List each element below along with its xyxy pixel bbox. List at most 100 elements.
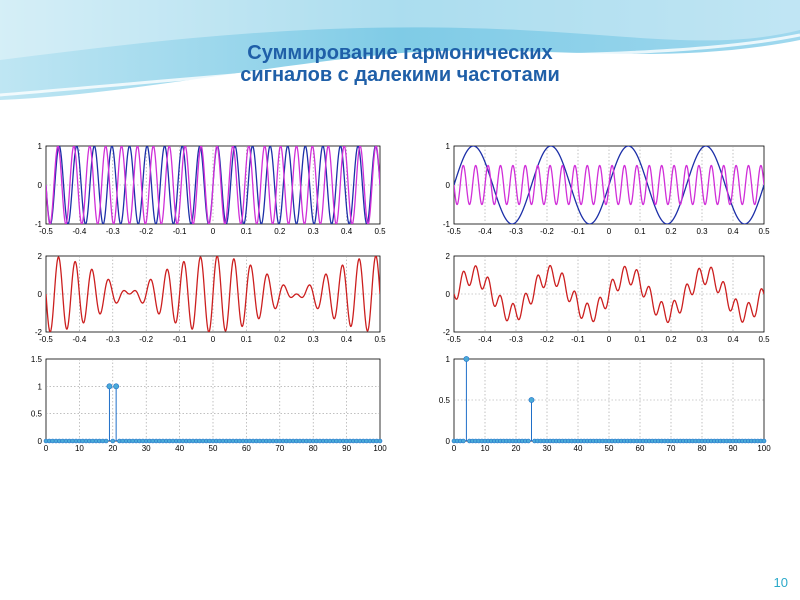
x-tick-label: -0.2	[139, 335, 153, 344]
slide-title: Суммирование гармонических сигналов с да…	[0, 42, 800, 86]
x-tick-label: -0.2	[540, 227, 554, 236]
plot-left-bottom-spectrum: 0 10 20 30 40 50 60 70 80 90 100 0 0.5 1 1.5	[31, 355, 387, 453]
series-line-1	[46, 256, 380, 332]
x-tick-label: -0.4	[73, 227, 87, 236]
y-tick-label: -1	[35, 220, 43, 229]
x-tick-label: 30	[543, 444, 552, 453]
x-tick-label: 0.4	[727, 227, 739, 236]
x-tick-label: 0.1	[241, 227, 253, 236]
series-line-2	[46, 146, 380, 224]
stem-marker	[526, 438, 531, 444]
stem-peak-marker	[528, 397, 535, 403]
y-tick-label: 0	[38, 290, 43, 299]
plot-right-top-harmonics: -0.5 -0.4 -0.3 -0.2 -0.1 0 0.1 0.2 0.3 0.4 0.5 -1 0 1	[443, 142, 770, 236]
x-tick-label: 0.5	[758, 335, 770, 344]
series-line-1	[454, 264, 764, 324]
x-tick-label: 0	[452, 444, 457, 453]
x-tick-label: -0.5	[39, 335, 53, 344]
stem-marker	[110, 438, 116, 444]
y-tick-label: -1	[443, 220, 451, 229]
x-tick-label: 0.3	[308, 335, 320, 344]
x-tick-label: 0	[211, 227, 216, 236]
x-tick-label: -0.1	[571, 335, 585, 344]
x-tick-label: 0.4	[727, 335, 739, 344]
x-tick-label: 80	[309, 444, 318, 453]
x-tick-label: 0.2	[274, 227, 286, 236]
x-tick-label: 100	[373, 444, 387, 453]
x-tick-label: -0.5	[447, 335, 461, 344]
y-tick-label: 1.5	[31, 355, 43, 364]
series-line-2	[454, 164, 764, 206]
y-tick-label: 0	[38, 437, 43, 446]
y-tick-label: 0	[38, 181, 43, 190]
x-tick-label: 0	[607, 335, 612, 344]
x-tick-label: -0.4	[73, 335, 87, 344]
x-tick-label: 0.2	[665, 335, 677, 344]
y-tick-label: 0	[446, 181, 451, 190]
x-tick-label: -0.4	[478, 227, 492, 236]
x-tick-label: -0.3	[106, 227, 120, 236]
x-tick-label: 80	[698, 444, 707, 453]
x-tick-label: 0.1	[241, 335, 253, 344]
x-tick-label: -0.3	[509, 227, 523, 236]
x-tick-label: 90	[342, 444, 351, 453]
slide-title-line-2: сигналов с далекими частотами	[240, 64, 560, 86]
x-tick-label: -0.2	[540, 335, 554, 344]
y-tick-label: 0.5	[31, 410, 43, 419]
x-tick-label: -0.1	[173, 335, 187, 344]
x-tick-label: 0.3	[696, 335, 708, 344]
x-tick-label: 10	[75, 444, 84, 453]
y-tick-label: -2	[35, 328, 43, 337]
stem-marker	[103, 438, 109, 444]
x-tick-label: 30	[142, 444, 151, 453]
y-tick-label: 0	[446, 290, 451, 299]
x-tick-label: 0	[44, 444, 49, 453]
x-tick-label: 70	[275, 444, 284, 453]
x-tick-label: 0.5	[374, 227, 386, 236]
x-tick-label: 0.3	[308, 227, 320, 236]
x-tick-label: 40	[175, 444, 184, 453]
x-tick-label: 40	[574, 444, 583, 453]
plot-left-middle-sum: -0.5 -0.4 -0.3 -0.2 -0.1 0 0.1 0.2 0.3 0.4 0.5 -2 0 2	[35, 252, 386, 344]
x-tick-label: 0.5	[374, 335, 386, 344]
x-tick-label: 70	[667, 444, 676, 453]
x-tick-label: -0.3	[509, 335, 523, 344]
x-tick-label: -0.2	[139, 227, 153, 236]
x-tick-label: -0.4	[478, 335, 492, 344]
decorative-header-banner	[0, 0, 800, 110]
y-tick-label: 1	[446, 355, 451, 364]
axes-frame	[45, 358, 381, 442]
x-tick-label: -0.5	[447, 227, 461, 236]
y-tick-label: 2	[38, 252, 43, 261]
stem-peak-marker	[106, 383, 113, 390]
x-tick-label: 0.1	[634, 227, 646, 236]
x-tick-label: 10	[481, 444, 490, 453]
x-tick-label: 0.5	[758, 227, 770, 236]
x-tick-label: -0.3	[106, 335, 120, 344]
y-tick-label: 1	[446, 142, 451, 151]
x-tick-label: 50	[605, 444, 614, 453]
y-tick-label: 2	[446, 252, 451, 261]
x-tick-label: 20	[108, 444, 117, 453]
y-tick-label: 0.5	[439, 396, 451, 405]
x-tick-label: 60	[242, 444, 251, 453]
y-tick-label: 1	[38, 382, 43, 391]
stem-marker	[377, 438, 383, 444]
plot-right-bottom-spectrum: 0 10 20 30 40 50 60 70 80 90 100 0 0.5 1	[439, 355, 771, 453]
x-tick-label: 100	[757, 444, 771, 453]
x-tick-label: 0.1	[634, 335, 646, 344]
x-tick-label: 0	[607, 227, 612, 236]
stem-marker	[460, 438, 466, 444]
x-tick-label: 50	[209, 444, 218, 453]
slide-title-line-1: Суммирование гармонических	[247, 42, 553, 64]
y-tick-label: 0	[446, 437, 451, 446]
page-number: 10	[773, 575, 788, 590]
x-tick-label: 60	[636, 444, 645, 453]
stem-peak-marker	[113, 383, 120, 390]
x-tick-label: -0.1	[173, 227, 187, 236]
y-tick-label: 1	[38, 142, 43, 151]
x-tick-label: 0.4	[341, 227, 353, 236]
x-tick-label: 0	[211, 335, 216, 344]
x-tick-label: 0.2	[665, 227, 677, 236]
plot-right-middle-sum: -0.5 -0.4 -0.3 -0.2 -0.1 0 0.1 0.2 0.3 0.4 0.5 -2 0 2	[443, 252, 770, 344]
